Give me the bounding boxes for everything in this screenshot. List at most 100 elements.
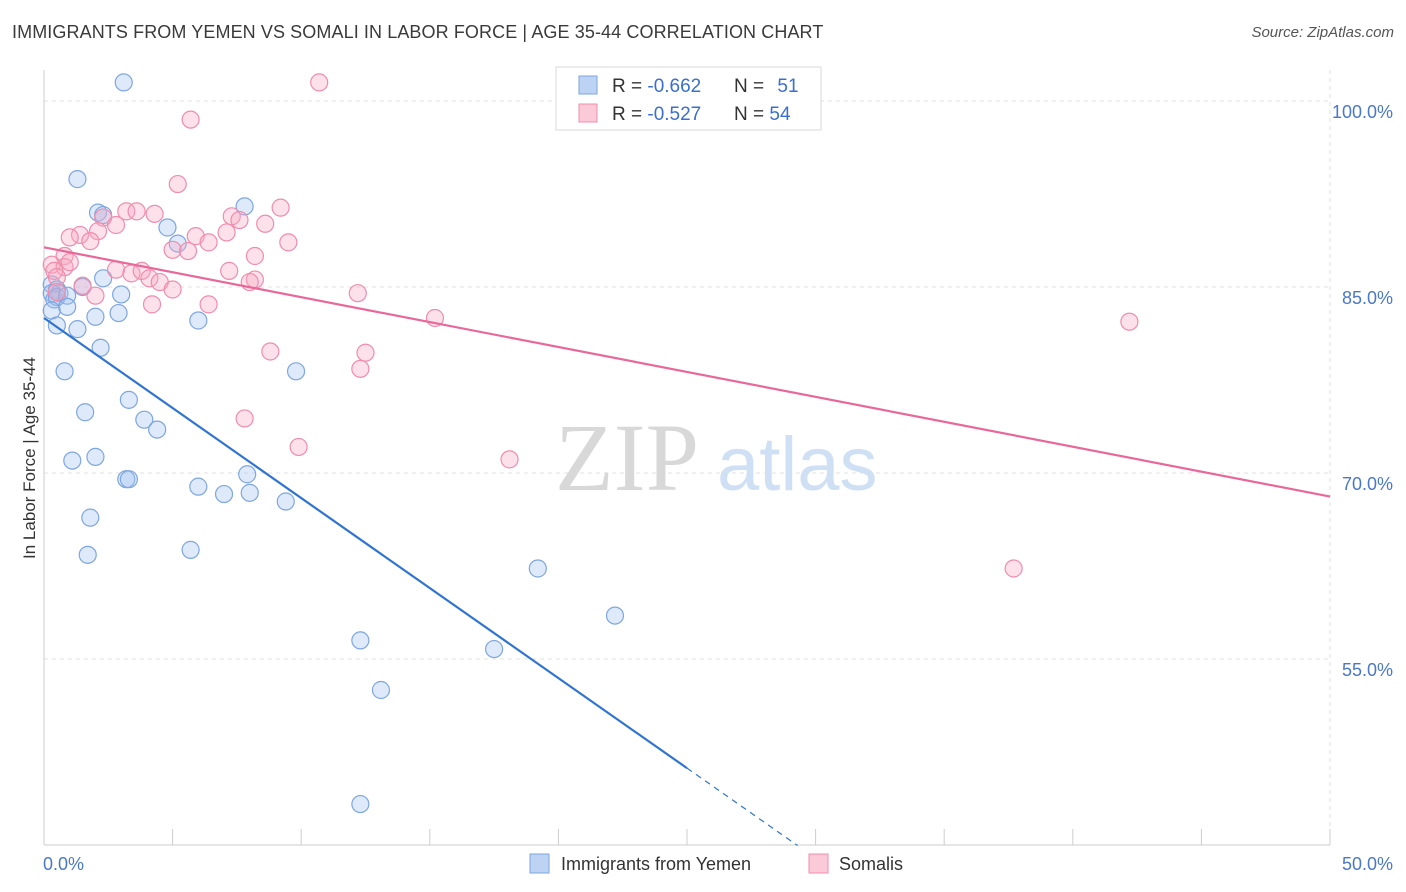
point-yemen [119,470,138,489]
point-somalis [88,222,108,241]
legend-swatch-yemen [578,75,598,95]
chart-title: IMMIGRANTS FROM YEMEN VS SOMALI IN LABOR… [12,22,824,42]
x-tick-label-min: 0.0% [43,854,84,874]
watermark: ZIP atlas [555,404,878,511]
point-yemen [94,269,113,288]
point-yemen [158,218,177,237]
legend-swatch-somalis [578,103,598,123]
y-tick-label: 70.0% [1342,474,1393,494]
point-somalis [86,286,105,305]
point-somalis [1120,312,1139,331]
point-somalis [168,174,187,194]
series-legend: Immigrants from Yemen Somalis [529,853,903,874]
point-somalis [73,276,92,295]
trend-line-yemen [43,317,688,770]
point-somalis [199,233,218,252]
point-somalis [261,342,280,361]
point-somalis [235,409,254,428]
point-yemen [76,403,95,422]
point-yemen [55,362,74,381]
point-yemen [148,420,167,439]
point-somalis [81,232,100,251]
point-somalis [271,198,290,217]
point-yemen [109,303,128,323]
point-somalis [1004,559,1023,578]
point-yemen [189,477,208,496]
point-somalis [310,73,329,92]
stats-legend: R = -0.662 N = 51 R = -0.527 N = 54 [555,66,822,131]
y-tick-labels: 55.0% 70.0% 85.0% 100.0% [1332,102,1393,680]
point-somalis [47,267,66,287]
point-yemen [86,307,105,326]
point-somalis [127,202,146,221]
point-yemen [78,545,97,564]
point-yemen [119,390,138,409]
point-somalis [230,210,249,230]
point-somalis [217,223,236,242]
point-somalis [279,233,298,252]
point-yemen [135,410,154,429]
point-somalis [55,258,74,277]
point-somalis [220,261,239,280]
x-tick-labels: 0.0% 50.0% [43,854,1393,874]
point-yemen [81,508,100,527]
watermark-atlas: atlas [717,422,878,507]
legend-row-somalis: R = -0.527 [612,104,701,125]
point-somalis [106,260,126,279]
point-somalis [106,215,126,235]
point-yemen [605,606,625,625]
point-yemen [351,631,370,650]
legend-row-yemen: R = -0.662 [612,76,701,97]
point-yemen [286,362,306,381]
point-somalis [245,246,265,266]
point-yemen [351,794,370,814]
legend-row-yemen-n: N = 51 [734,76,799,97]
y-tick-label: 85.0% [1342,288,1393,308]
axes [43,70,1331,846]
point-yemen [86,447,105,466]
point-yemen [235,197,254,216]
point-somalis [142,295,162,314]
point-somalis [47,282,66,302]
point-somalis [181,110,200,129]
series-legend-somalis: Somalis [839,854,903,874]
point-somalis [500,450,519,469]
point-yemen [528,559,547,578]
x-tick-label-max: 50.0% [1342,854,1393,874]
series-legend-swatch-yemen [529,853,550,874]
point-somalis [140,269,159,288]
point-yemen [68,170,87,189]
point-somalis [60,253,79,272]
watermark-zip: ZIP [555,404,699,511]
point-somalis [351,359,370,378]
series-legend-yemen: Immigrants from Yemen [561,854,751,874]
y-tick-label: 55.0% [1342,660,1393,680]
point-somalis [163,280,182,299]
legend-row-somalis-n: N = 54 [734,104,791,125]
point-somalis [163,240,182,259]
point-yemen [276,492,295,511]
point-yemen [68,320,87,339]
point-somalis [356,343,375,362]
point-yemen [181,540,200,559]
point-somalis [289,437,308,457]
point-yemen [91,338,110,357]
point-somalis [60,228,79,247]
point-yemen [112,285,131,304]
point-yemen [371,680,391,700]
source-credit: Source: ZipAtlas.com [1251,24,1394,41]
point-somalis [256,214,275,233]
point-somalis [348,284,367,303]
point-somalis [117,202,136,221]
point-yemen [58,297,77,316]
point-somalis [178,241,198,261]
point-somalis [145,204,164,223]
series-legend-swatch-somalis [808,853,829,874]
point-somalis [199,295,218,314]
point-yemen [114,73,133,92]
point-yemen [485,639,504,659]
y-axis-label: In Labor Force | Age 35-44 [20,357,39,559]
point-yemen [238,465,257,484]
trend-line-yemen-extension [686,767,798,847]
